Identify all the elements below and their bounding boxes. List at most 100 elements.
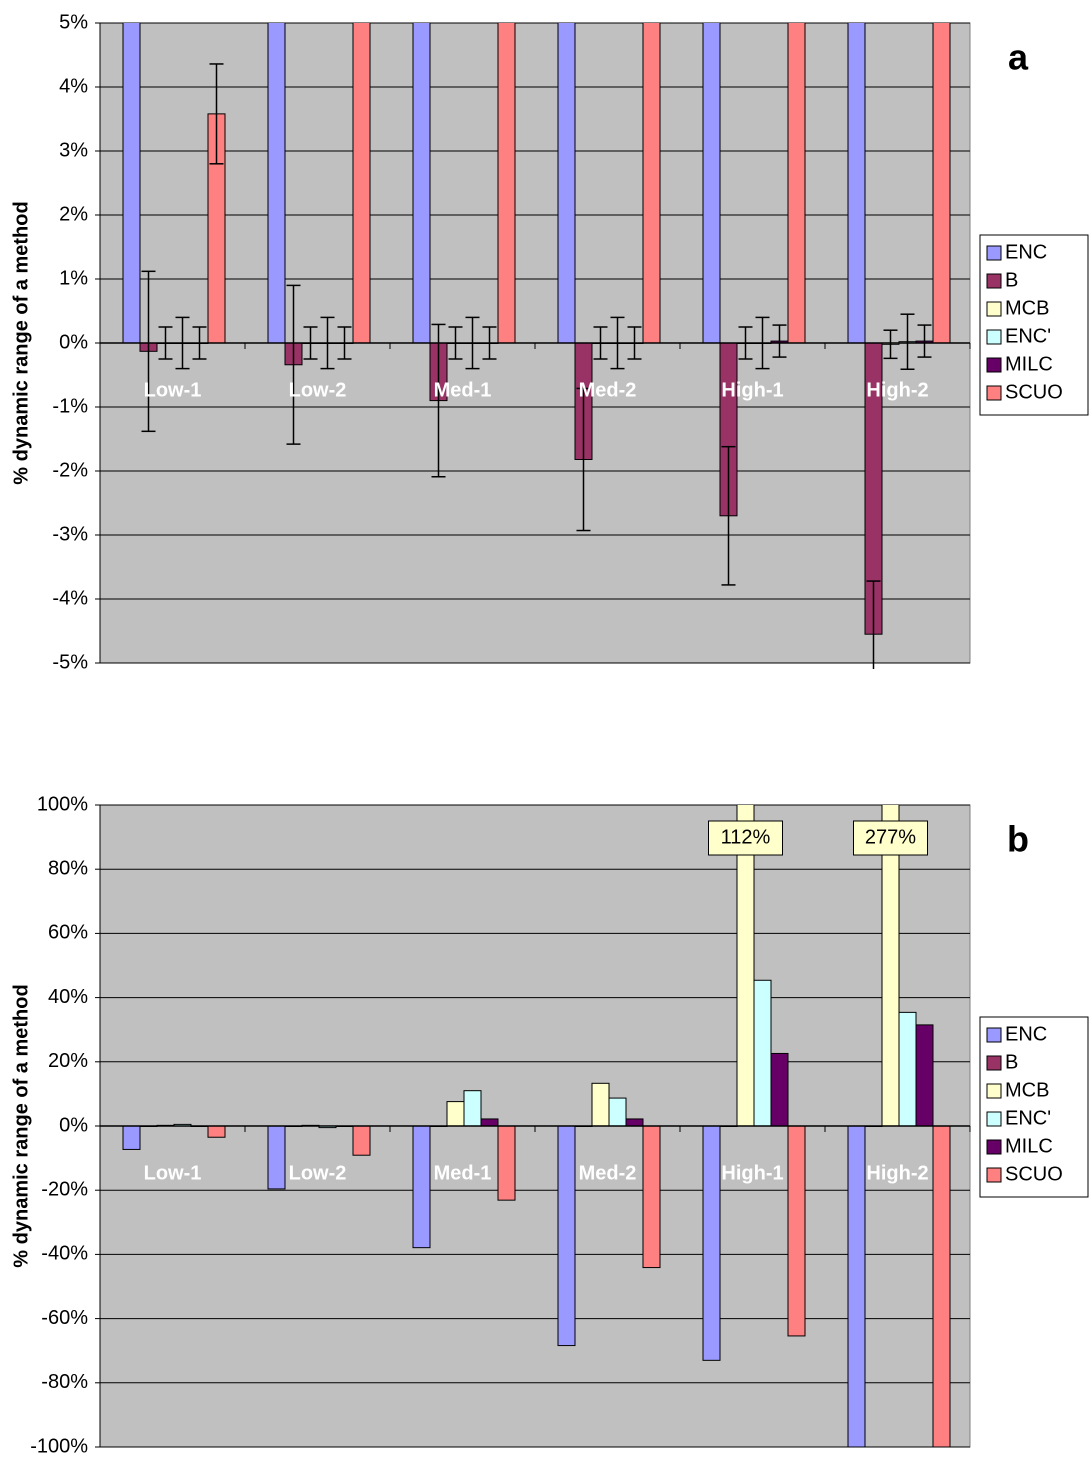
- legend-label: MCB: [1005, 297, 1049, 319]
- legend-swatch: [986, 245, 1002, 261]
- legend-label: MILC: [1005, 353, 1053, 375]
- x-tick-label: Med-2: [579, 379, 637, 401]
- error-bar: [866, 580, 881, 669]
- value-label: 277%: [865, 826, 916, 848]
- y-tick-label: 80%: [48, 857, 88, 879]
- legend-swatch: [986, 357, 1002, 373]
- legend-swatch: [986, 385, 1002, 401]
- bar: [736, 805, 755, 1127]
- bar: [642, 23, 661, 344]
- y-tick-label: -60%: [41, 1307, 88, 1329]
- bar: [608, 1097, 627, 1127]
- bar: [787, 1125, 806, 1337]
- bar: [352, 1125, 371, 1156]
- legend: ENC B MCB ENC' MILC SCUO: [979, 234, 1089, 416]
- y-axis-label: % dynamic range of a method: [10, 984, 32, 1267]
- x-tick-label: Low-2: [289, 379, 347, 401]
- y-tick-label: -5%: [52, 651, 88, 673]
- value-label: 112%: [721, 826, 771, 848]
- chart: -5% -4% -3% -2% -1% 0% 1% 2% 3% 4% 5% Low-1 Low-2 Med…: [10, 11, 1089, 673]
- legend-swatch: [986, 1167, 1002, 1183]
- legend-label: ENC': [1005, 1107, 1051, 1129]
- bar: [702, 23, 721, 344]
- x-tick-label: Low-1: [144, 1162, 202, 1184]
- bar: [932, 1125, 951, 1448]
- y-tick-label: -4%: [52, 587, 88, 609]
- bar: [412, 1125, 431, 1249]
- y-tick-label: 60%: [48, 922, 88, 944]
- y-tick-label: 2%: [59, 203, 88, 225]
- bar: [770, 1052, 789, 1127]
- bar: [497, 1125, 516, 1201]
- error-bar: [772, 324, 787, 358]
- legend-label: MILC: [1005, 1135, 1053, 1157]
- x-tick-label: High-2: [866, 1162, 928, 1184]
- y-tick-label: -1%: [52, 395, 88, 417]
- bar: [497, 23, 516, 344]
- bar: [932, 23, 951, 344]
- bar: [642, 1125, 661, 1269]
- y-tick-label: 3%: [59, 139, 88, 161]
- bar: [352, 23, 371, 344]
- chart: -100% -80% -60% -40% -20% 0% 20% 40% 60% 80% 100% 1…: [10, 793, 1089, 1457]
- legend-swatch: [986, 1027, 1002, 1043]
- y-tick-label: -100%: [30, 1435, 88, 1454]
- legend-label: SCUO: [1005, 381, 1063, 403]
- legend-label: ENC: [1005, 241, 1047, 263]
- legend-box: [979, 1016, 1089, 1198]
- error-bar: [721, 445, 736, 586]
- bar: [915, 1024, 934, 1127]
- legend-swatch: [986, 1083, 1002, 1099]
- y-tick-label: 1%: [59, 267, 88, 289]
- x-tick-label: Low-1: [144, 379, 202, 401]
- bar: [122, 1125, 141, 1150]
- bar: [787, 23, 806, 344]
- y-tick-label: -2%: [52, 459, 88, 481]
- x-tick-label: Med-2: [579, 1162, 637, 1184]
- bar: [625, 1118, 644, 1127]
- bar: [557, 23, 576, 344]
- panel-label: a: [1008, 37, 1029, 78]
- panel-label: b: [1007, 819, 1029, 860]
- error-bar: [917, 324, 932, 358]
- legend-swatch: [986, 1111, 1002, 1127]
- bar: [847, 1125, 866, 1448]
- error-bar: [883, 329, 898, 360]
- y-tick-label: 100%: [37, 793, 88, 815]
- error-bar: [209, 63, 224, 165]
- bar: [463, 1090, 482, 1127]
- bar: [207, 1125, 226, 1138]
- y-tick-label: 0%: [59, 1114, 88, 1136]
- y-tick-label: 5%: [59, 11, 88, 33]
- bar: [267, 23, 286, 344]
- bar: [557, 1125, 576, 1347]
- legend-box: [979, 234, 1089, 416]
- bar: [412, 23, 431, 344]
- error-bar: [431, 323, 446, 478]
- bar: [122, 23, 141, 344]
- y-tick-label: -3%: [52, 523, 88, 545]
- error-bar: [576, 387, 591, 532]
- bar: [267, 1125, 286, 1190]
- bar: [446, 1101, 465, 1127]
- x-tick-label: High-1: [721, 379, 783, 401]
- bar: [480, 1118, 499, 1127]
- legend-label: SCUO: [1005, 1163, 1063, 1185]
- bar: [753, 979, 772, 1127]
- legend-label: MCB: [1005, 1079, 1049, 1101]
- x-tick-label: High-1: [721, 1162, 783, 1184]
- legend-label: ENC': [1005, 325, 1051, 347]
- bar: [847, 23, 866, 344]
- y-tick-label: -80%: [41, 1371, 88, 1393]
- legend-label: ENC: [1005, 1023, 1047, 1045]
- y-tick-label: 0%: [59, 331, 88, 353]
- bar: [702, 1125, 721, 1361]
- legend-swatch: [986, 273, 1002, 289]
- y-tick-label: -40%: [41, 1243, 88, 1265]
- y-tick-label: 40%: [48, 986, 88, 1008]
- x-tick-label: High-2: [866, 379, 928, 401]
- legend-swatch: [986, 301, 1002, 317]
- legend: ENC B MCB ENC' MILC SCUO: [979, 1016, 1089, 1198]
- error-bar: [900, 313, 915, 370]
